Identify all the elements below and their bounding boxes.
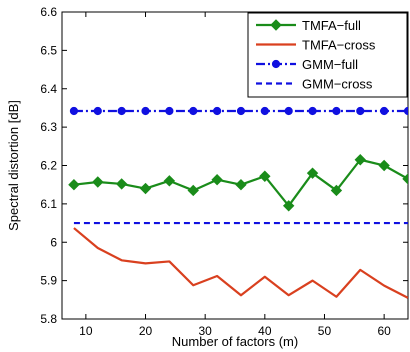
data-point <box>282 200 295 212</box>
data-point <box>402 173 408 185</box>
data-point <box>141 106 150 116</box>
data-point <box>330 184 343 197</box>
y-tick-label: 6.5 <box>40 43 57 57</box>
y-tick-label: 6.4 <box>40 82 57 96</box>
data-point <box>259 170 271 182</box>
data-point <box>213 106 222 116</box>
x-tick-label: 10 <box>79 324 93 338</box>
y-axis-label: Spectral distortion [dB] <box>6 100 21 231</box>
series-0 <box>68 154 408 212</box>
data-point <box>308 106 317 116</box>
x-tick-label: 60 <box>377 324 391 338</box>
legend-label: GMM−full <box>302 57 358 72</box>
data-point <box>93 106 102 116</box>
data-point <box>211 173 223 186</box>
series-2 <box>69 106 408 116</box>
legend-marker <box>271 59 281 69</box>
legend-label: GMM−cross <box>302 77 373 92</box>
y-tick-label: 6.3 <box>40 120 57 134</box>
data-point <box>378 159 390 172</box>
y-tick-label: 6 <box>50 235 57 249</box>
series-line <box>73 227 408 299</box>
data-point <box>163 175 176 187</box>
legend-label: TMFA−full <box>302 18 361 33</box>
legend-marker <box>270 19 282 31</box>
data-point <box>117 106 126 116</box>
data-point <box>187 184 199 197</box>
data-point <box>354 154 366 166</box>
x-axis-label: Number of factors (m) <box>172 334 298 349</box>
data-point <box>68 178 80 191</box>
x-tick-label: 50 <box>318 324 332 338</box>
data-point <box>236 106 246 116</box>
data-point <box>139 182 152 195</box>
data-point <box>235 178 247 191</box>
y-tick-label: 6.6 <box>40 5 57 19</box>
data-point <box>260 106 269 116</box>
legend-label: TMFA−cross <box>302 38 376 53</box>
x-tick-label: 40 <box>258 324 272 338</box>
y-tick-label: 5.9 <box>40 274 57 288</box>
data-point <box>284 106 293 116</box>
data-point <box>165 106 174 116</box>
data-point <box>380 106 389 116</box>
data-point <box>92 176 104 188</box>
data-point <box>403 106 408 116</box>
data-point <box>356 106 365 116</box>
data-point <box>332 106 341 116</box>
series-1 <box>73 227 408 299</box>
data-point <box>115 178 128 190</box>
y-tick-label: 6.2 <box>40 159 57 173</box>
y-tick-label: 6.1 <box>40 197 57 211</box>
data-point <box>69 106 79 116</box>
data-point <box>189 106 198 116</box>
y-tick-label: 5.8 <box>40 312 57 326</box>
x-tick-label: 20 <box>139 324 153 338</box>
data-point <box>306 167 319 179</box>
x-tick-label: 30 <box>198 324 212 338</box>
